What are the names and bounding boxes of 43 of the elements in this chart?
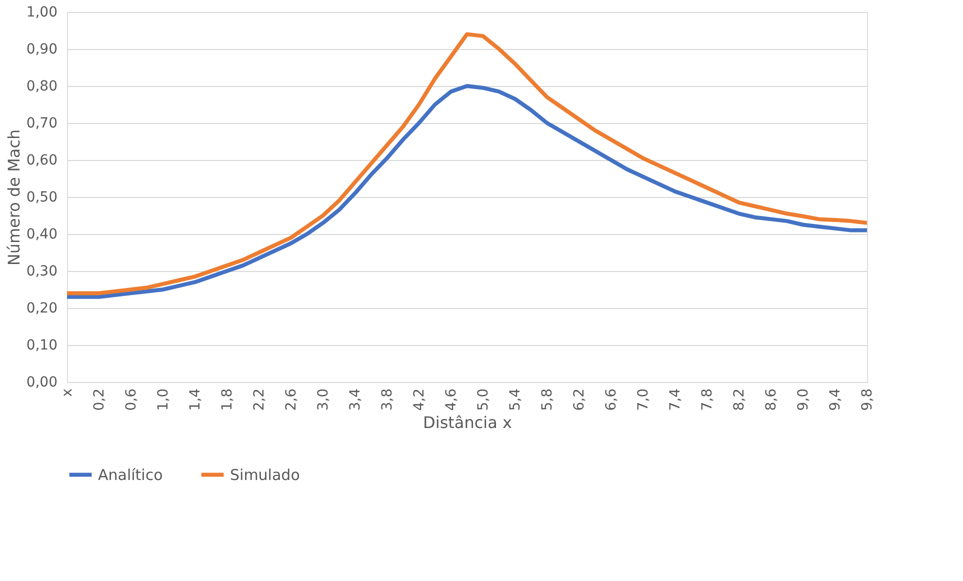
x-tick-label: 7,0 [636, 388, 652, 411]
x-tick-label: 2,6 [284, 388, 300, 411]
y-tick-label: 0,30 [26, 264, 58, 280]
x-tick-label: 0,6 [124, 388, 140, 411]
x-tick-label: 1,8 [220, 388, 236, 411]
y-tick-label: 0,20 [26, 300, 58, 316]
x-tick-label: 6,6 [604, 388, 620, 411]
y-tick-label: 0,90 [26, 42, 58, 58]
x-tick-label: 8,6 [764, 388, 780, 411]
legend-label: Analítico [98, 466, 163, 484]
x-tick-label: 4,6 [444, 388, 460, 411]
x-axis-title: Distância x [423, 412, 512, 432]
x-tick-label: 7,4 [668, 388, 684, 411]
legend-label: Simulado [230, 466, 300, 484]
x-tick-label: 5,4 [508, 388, 524, 411]
x-tick-label: 9,0 [796, 388, 812, 411]
y-tick-label: 0,50 [26, 190, 58, 206]
x-tick-label: x [60, 388, 76, 397]
y-tick-label: 0,60 [26, 152, 58, 168]
x-tick-label: 1,4 [188, 388, 204, 411]
x-tick-label: 2,2 [252, 388, 268, 411]
x-tick-label: 1,0 [156, 388, 172, 411]
y-tick-label: 0,10 [26, 338, 58, 354]
x-tick-label: 9,8 [860, 388, 876, 411]
y-tick-label: 1,00 [26, 4, 58, 20]
x-tick-label: 3,8 [380, 388, 396, 411]
y-tick-label: 0,70 [26, 116, 58, 132]
line-series [67, 32, 867, 296]
y-tick-label: 0,80 [26, 78, 58, 94]
x-tick-label: 4,2 [412, 388, 428, 411]
x-tick-label: 5,8 [540, 388, 556, 411]
x-tick-label: 8,2 [732, 388, 748, 411]
y-tick-label: 0,40 [26, 226, 58, 242]
y-tick-label: 0,00 [26, 374, 58, 390]
x-tick-label: 7,8 [700, 388, 716, 411]
y-axis-title: Número de Mach [4, 129, 24, 266]
x-tick-label: 6,2 [572, 388, 588, 411]
x-tick-label: 3,4 [348, 388, 364, 411]
line-series [67, 84, 867, 299]
x-tick-label: 5,0 [476, 388, 492, 411]
x-tick-label: 0,2 [92, 388, 108, 411]
x-tick-label: 3,0 [316, 388, 332, 411]
x-tick-label: 9,4 [828, 388, 844, 411]
